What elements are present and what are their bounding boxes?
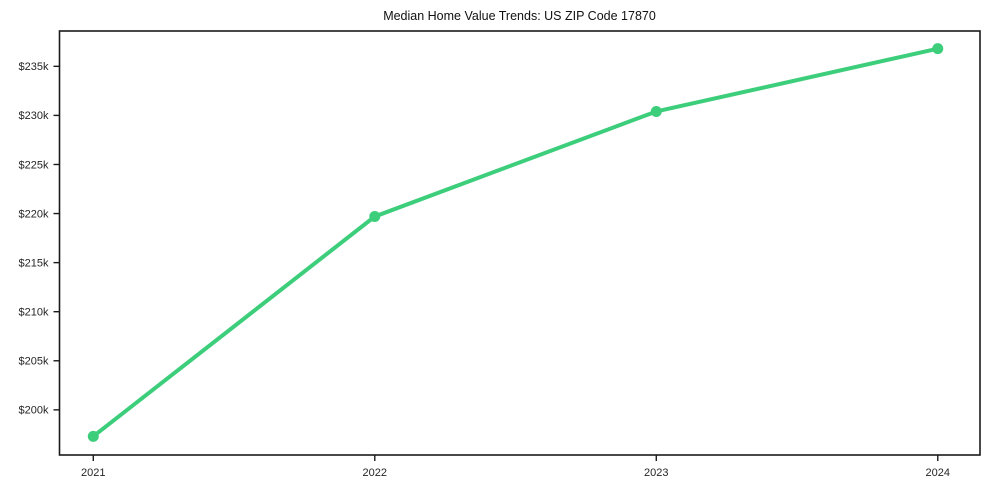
data-point (87, 430, 99, 442)
y-tick-label: $215k (19, 257, 49, 269)
plot-border (58, 30, 981, 456)
chart-title: Median Home Value Trends: US ZIP Code 17… (383, 9, 656, 23)
y-tick-label: $220k (19, 208, 49, 220)
y-tick-label: $225k (19, 159, 49, 171)
x-tick-label: 2022 (363, 467, 387, 479)
y-tick-label: $230k (19, 110, 49, 122)
y-tick-label: $235k (19, 61, 49, 73)
y-tick-label: $200k (19, 405, 49, 417)
x-tick-label: 2021 (81, 467, 105, 479)
x-tick-label: 2024 (926, 467, 950, 479)
data-point (369, 211, 381, 222)
data-point (650, 105, 662, 117)
y-tick-label: $210k (19, 307, 49, 319)
x-tick-label: 2023 (644, 467, 668, 479)
data-point (932, 43, 944, 55)
series-line (91, 46, 940, 439)
y-tick-label: $205k (19, 356, 49, 368)
